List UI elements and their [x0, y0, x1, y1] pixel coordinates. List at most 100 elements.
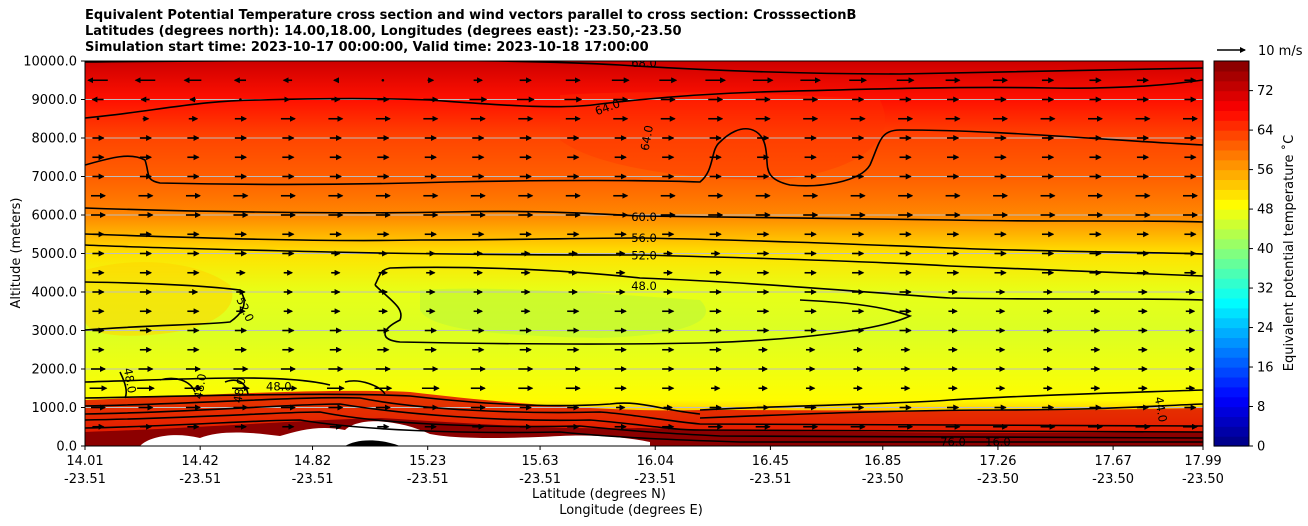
y-tick-label: 0.0 [56, 440, 77, 455]
x-tick-label-lon: -23.51 [292, 472, 334, 487]
contour-surface-4 [85, 411, 1203, 439]
upper-warm-cell [560, 92, 886, 180]
colorbar-level [1214, 337, 1249, 348]
colorbar-level [1214, 436, 1249, 447]
colorbar-tick-label: 0 [1257, 440, 1265, 455]
colorbar-level [1214, 149, 1249, 161]
y-tick-label: 6000.0 [32, 209, 78, 224]
y-tick-label: 1000.0 [32, 401, 78, 416]
x-tick-label-lon: -23.50 [1182, 472, 1224, 487]
colorbar-level [1214, 100, 1249, 111]
colorbar-level [1214, 396, 1249, 408]
wind-vector [96, 117, 100, 121]
y-tick-label: 9000.0 [32, 93, 78, 108]
colorbar-tick-label: 16 [1257, 361, 1274, 376]
x-tick-label-lon: -23.50 [1092, 472, 1134, 487]
y-tick-label: 4000.0 [32, 286, 78, 301]
terrain-ridge [345, 440, 400, 446]
colorbar-frame [1213, 60, 1250, 447]
contour-label: 64.0 [638, 124, 656, 152]
x-tick-label-lat: 16.45 [752, 454, 789, 469]
contour-label: 60.0 [631, 210, 657, 224]
x-tick-label-lon: -23.51 [519, 472, 561, 487]
colorbar-level [1214, 189, 1249, 200]
x-tick-label-lon: -23.51 [179, 472, 221, 487]
x-tick-label-lon: -23.51 [749, 472, 791, 487]
y-tick-label: 5000.0 [32, 247, 78, 262]
colorbar-ticks: 0 8 16 24 32 40 48 56 64 72 [1249, 84, 1274, 455]
colorbar-level [1214, 110, 1249, 121]
colorbar-level [1214, 179, 1249, 190]
contour-surface-3 [85, 403, 1203, 433]
warm-patch-left [85, 262, 233, 336]
y-tick-label: 7000.0 [32, 170, 78, 185]
colorbar-level [1214, 367, 1249, 378]
x-tick-label-lon: -23.50 [862, 472, 904, 487]
x-tick-label-lat: 16.04 [637, 454, 674, 469]
colorbar-tick-label: 32 [1257, 282, 1274, 297]
contour-48-lower [85, 371, 386, 399]
contour-label: 48.0 [631, 279, 657, 293]
contour-label: 48.0 [230, 376, 248, 404]
colorbar-level [1214, 426, 1249, 437]
contour-label: 16.0 [985, 435, 1011, 449]
x-tick-label-lat: 17.99 [1184, 454, 1221, 469]
y-tick-label: 10000.0 [23, 55, 77, 70]
contour-surface-5 [85, 419, 1203, 443]
x-tick-label-lat: 14.82 [294, 454, 331, 469]
contour-label: 76.0 [940, 435, 966, 449]
terrain-mask [140, 421, 650, 446]
colorbar-tick-label: 24 [1257, 321, 1274, 336]
x-tick-label-lat: 16.85 [864, 454, 901, 469]
wind-vectors [87, 77, 1198, 430]
colorbar-tick-label: 48 [1257, 203, 1274, 218]
x-tick-label-lat: 14.42 [182, 454, 219, 469]
colorbar-level [1214, 130, 1249, 141]
colorbar-level [1214, 139, 1249, 151]
x-tick-label-lat: 15.23 [409, 454, 446, 469]
colorbar-level [1214, 386, 1249, 398]
x-tick-label-lon: -23.51 [407, 472, 449, 487]
contour-68 [85, 61, 1203, 75]
y-axis-label: Altitude (meters) [9, 198, 24, 309]
contour-52 [85, 244, 1203, 277]
x-axis-label-lon: Longitude (degrees E) [559, 503, 703, 518]
plot-area: 68.064.064.060.056.052.048.052.048.048.0… [84, 56, 1204, 449]
contour-label: 68.0 [631, 56, 657, 70]
wind-vector [239, 98, 242, 101]
contour-60 [85, 207, 1203, 223]
colorbar-tick-label: 40 [1257, 242, 1274, 257]
colorbar-level [1214, 120, 1249, 131]
x-tick-label-lon: -23.51 [64, 472, 106, 487]
colorbar-level [1214, 90, 1249, 102]
x-tick-label-lat: 15.63 [521, 454, 558, 469]
colorbar-level [1214, 416, 1249, 427]
colorbar-level [1214, 159, 1249, 171]
colorbar-tick-label: 72 [1257, 84, 1274, 99]
cool-core-mid [420, 288, 706, 338]
colorbar-level [1214, 228, 1249, 240]
colorbar-level [1214, 278, 1249, 289]
contour-lines [85, 61, 1203, 443]
x-tick-label-lat: 17.67 [1095, 454, 1132, 469]
contour-64-upper [85, 79, 1203, 119]
colorbar-level [1214, 347, 1249, 358]
x-tick-label-lat: 17.26 [979, 454, 1016, 469]
contour-surface-1 [85, 393, 701, 415]
colorbar-level [1214, 218, 1249, 230]
colorbar-level [1214, 199, 1249, 210]
colorbar-level [1214, 238, 1249, 250]
colorbar-level [1214, 376, 1249, 388]
colorbar-level [1214, 209, 1249, 220]
contour-label: 44.0 [1152, 396, 1170, 424]
colorbar-level [1214, 288, 1249, 299]
colorbar-level [1214, 258, 1249, 269]
chart-title-line-2: Latitudes (degrees north): 14.00,18.00, … [85, 24, 682, 39]
contour-label: 48.0 [266, 379, 292, 393]
colorbar-tick-label: 64 [1257, 124, 1274, 139]
colorbar: 0 8 16 24 32 40 48 56 64 72 Equivalent potential … [1213, 60, 1297, 455]
chart-title-line-1: Equivalent Potential Temperature cross s… [85, 8, 857, 23]
colorbar-level [1214, 307, 1249, 319]
colorbar-level [1214, 406, 1249, 417]
